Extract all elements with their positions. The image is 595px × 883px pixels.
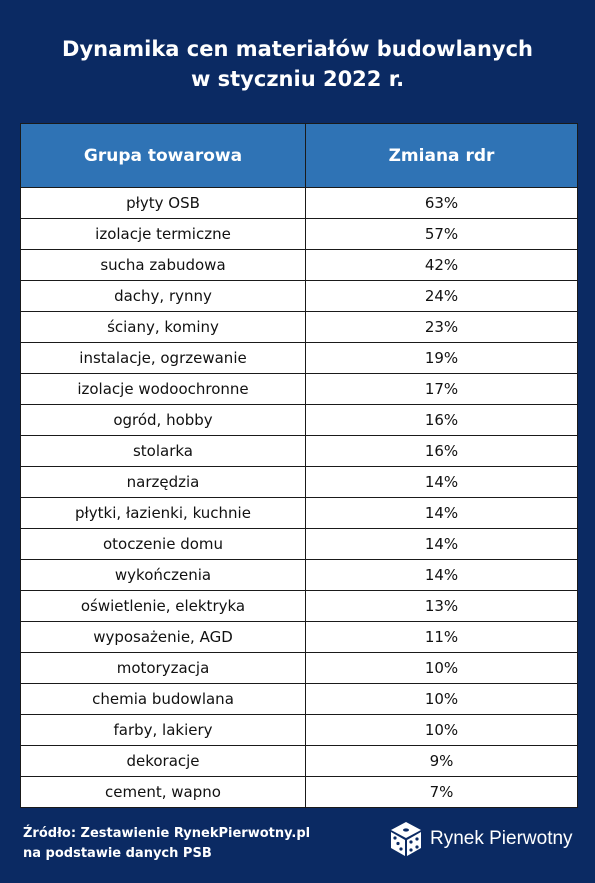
category-cell: płyty OSB [20, 187, 306, 219]
table-row: farby, lakiery 10% [20, 714, 578, 746]
change-value-cell: 23% [305, 311, 578, 343]
source-line-2: na podstawie danych PSB [23, 846, 212, 861]
category-cell: wyposażenie, AGD [20, 621, 306, 653]
table-row: instalacje, ogrzewanie 19% [20, 342, 578, 374]
category-cell: sucha zabudowa [20, 249, 306, 281]
table-row: ogród, hobby 16% [20, 404, 578, 436]
change-value-cell: 63% [305, 187, 578, 219]
change-value-cell: 14% [305, 528, 578, 560]
category-cell: instalacje, ogrzewanie [20, 342, 306, 374]
table-row: dachy, rynny 24% [20, 280, 578, 312]
table-row: otoczenie domu 14% [20, 528, 578, 560]
table-row: motoryzacja 10% [20, 652, 578, 684]
chart-title-line-2: w styczniu 2022 r. [190, 67, 405, 91]
table-row: stolarka 16% [20, 435, 578, 467]
change-value-cell: 9% [305, 745, 578, 777]
change-value-cell: 14% [305, 466, 578, 498]
table-row: izolacje wodoochronne 17% [20, 373, 578, 405]
table-body: płyty OSB 63% izolacje termiczne 57% sucha z… [20, 187, 578, 808]
table-row: izolacje termiczne 57% [20, 218, 578, 250]
category-cell: dekoracje [20, 745, 306, 777]
change-value-cell: 13% [305, 590, 578, 622]
change-value-cell: 24% [305, 280, 578, 312]
category-cell: chemia budowlana [20, 683, 306, 715]
column-header-group: Grupa towarowa [20, 123, 306, 188]
table-row: dekoracje 9% [20, 745, 578, 777]
change-value-cell: 10% [305, 714, 578, 746]
category-cell: izolacje wodoochronne [20, 373, 306, 405]
category-cell: ogród, hobby [20, 404, 306, 436]
category-cell: wykończenia [20, 559, 306, 591]
category-cell: oświetlenie, elektryka [20, 590, 306, 622]
chart-title-line-1: Dynamika cen materiałów budowlanych [62, 37, 533, 61]
table-row: chemia budowlana 10% [20, 683, 578, 715]
table-header-row: Grupa towarowa Zmiana rdr [20, 123, 578, 188]
category-cell: stolarka [20, 435, 306, 467]
change-value-cell: 16% [305, 404, 578, 436]
brand-logo: Rynek Pierwotny [388, 818, 578, 860]
category-cell: cement, wapno [20, 776, 306, 808]
category-cell: dachy, rynny [20, 280, 306, 312]
category-cell: farby, lakiery [20, 714, 306, 746]
table-row: cement, wapno 7% [20, 776, 578, 808]
change-value-cell: 10% [305, 683, 578, 715]
change-value-cell: 14% [305, 497, 578, 529]
chart-title: Dynamika cen materiałów budowlanych w st… [0, 34, 595, 94]
change-value-cell: 42% [305, 249, 578, 281]
table-row: płytki, łazienki, kuchnie 14% [20, 497, 578, 529]
source-note: Źródło: Zestawienie RynekPierwotny.pl na… [23, 824, 310, 864]
table-row: płyty OSB 63% [20, 187, 578, 219]
change-value-cell: 19% [305, 342, 578, 374]
table-row: oświetlenie, elektryka 13% [20, 590, 578, 622]
category-cell: motoryzacja [20, 652, 306, 684]
change-value-cell: 14% [305, 559, 578, 591]
price-change-table: Grupa towarowa Zmiana rdr płyty OSB 63% iz… [20, 123, 578, 808]
table-row: wyposażenie, AGD 11% [20, 621, 578, 653]
source-line-1: Źródło: Zestawienie RynekPierwotny.pl [23, 826, 311, 841]
change-value-cell: 7% [305, 776, 578, 808]
change-value-cell: 17% [305, 373, 578, 405]
cube-dice-logo-icon [391, 822, 421, 856]
table-row: wykończenia 14% [20, 559, 578, 591]
change-value-cell: 16% [305, 435, 578, 467]
category-cell: narzędzia [20, 466, 306, 498]
table-row: sucha zabudowa 42% [20, 249, 578, 281]
category-cell: otoczenie domu [20, 528, 306, 560]
change-value-cell: 10% [305, 652, 578, 684]
category-cell: izolacje termiczne [20, 218, 306, 250]
category-cell: płytki, łazienki, kuchnie [20, 497, 306, 529]
table-row: ściany, kominy 23% [20, 311, 578, 343]
logo-text: Rynek Pierwotny [430, 828, 573, 849]
column-header-change: Zmiana rdr [305, 123, 578, 188]
change-value-cell: 57% [305, 218, 578, 250]
category-cell: ściany, kominy [20, 311, 306, 343]
change-value-cell: 11% [305, 621, 578, 653]
table-row: narzędzia 14% [20, 466, 578, 498]
